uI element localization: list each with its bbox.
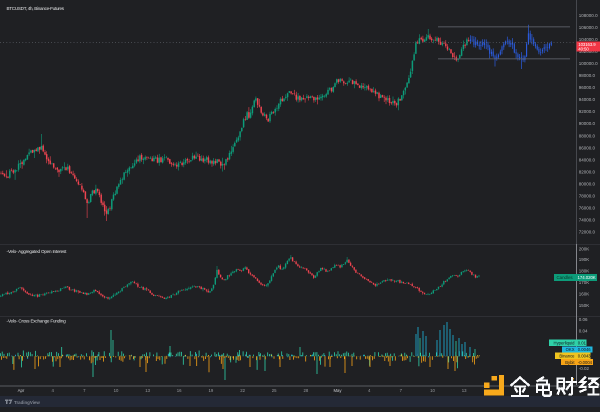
svg-text:200K: 200K [579, 247, 590, 252]
svg-text:10: 10 [430, 388, 435, 393]
svg-text:0.0046: 0.0046 [578, 347, 591, 352]
svg-text:10: 10 [114, 388, 119, 393]
svg-text:174.020K: 174.020K [578, 275, 596, 280]
svg-text:94000.0: 94000.0 [579, 97, 596, 102]
svg-text:Hyperliquid: Hyperliquid [554, 340, 576, 345]
svg-text:40:50: 40:50 [578, 47, 589, 52]
svg-text:0.0043: 0.0043 [578, 353, 591, 358]
svg-text:160K: 160K [579, 292, 590, 297]
svg-text:78000.0: 78000.0 [579, 194, 596, 199]
svg-text:13: 13 [145, 388, 150, 393]
svg-text:Candles: Candles [557, 275, 574, 280]
svg-text:76000.0: 76000.0 [579, 206, 596, 211]
svg-text:72000.0: 72000.0 [579, 230, 596, 235]
svg-text:Binance: Binance [559, 353, 575, 358]
svg-text:13: 13 [462, 388, 467, 393]
svg-text:19: 19 [209, 388, 214, 393]
svg-text:-0.02: -0.02 [579, 366, 590, 371]
svg-text:25: 25 [272, 388, 277, 393]
svg-text:16: 16 [177, 388, 182, 393]
svg-text:150K: 150K [579, 303, 590, 308]
svg-text:0.04: 0.04 [579, 329, 588, 334]
svg-text:84000.0: 84000.0 [579, 157, 596, 162]
svg-text:108000.0: 108000.0 [579, 13, 598, 18]
svg-text:190K: 190K [579, 257, 590, 262]
svg-text:Apr: Apr [18, 388, 25, 393]
svg-text:80000.0: 80000.0 [579, 182, 596, 187]
svg-text:22: 22 [240, 388, 245, 393]
svg-text:96000.0: 96000.0 [579, 85, 596, 90]
svg-text:OKX: OKX [566, 347, 575, 352]
svg-text:0.01: 0.01 [578, 340, 587, 345]
svg-text:180K: 180K [579, 269, 590, 274]
svg-text:-Velo- Aggregated Open Interes: -Velo- Aggregated Open Interest [7, 249, 68, 254]
svg-text:-Velo- Cross Exchange Funding: -Velo- Cross Exchange Funding [7, 318, 67, 323]
svg-text:74000.0: 74000.0 [579, 218, 596, 223]
svg-text:106000.0: 106000.0 [579, 25, 598, 30]
svg-text:0.06: 0.06 [579, 317, 588, 322]
svg-text:May: May [333, 388, 342, 393]
svg-text:-0.0004: -0.0004 [578, 360, 593, 365]
svg-text:98000.0: 98000.0 [579, 73, 596, 78]
svg-text:90000.0: 90000.0 [579, 121, 596, 126]
svg-text:82000.0: 82000.0 [579, 169, 596, 174]
svg-text:BTCUSDT, 4h, Binance-Futures: BTCUSDT, 4h, Binance-Futures [7, 6, 65, 11]
svg-text:TradingView: TradingView [14, 400, 40, 405]
svg-text:88000.0: 88000.0 [579, 133, 596, 138]
svg-text:92000.0: 92000.0 [579, 109, 596, 114]
svg-text:28: 28 [304, 388, 309, 393]
svg-text:86000.0: 86000.0 [579, 145, 596, 150]
svg-text:Bybit: Bybit [565, 360, 575, 365]
svg-text:100000.0: 100000.0 [579, 61, 598, 66]
